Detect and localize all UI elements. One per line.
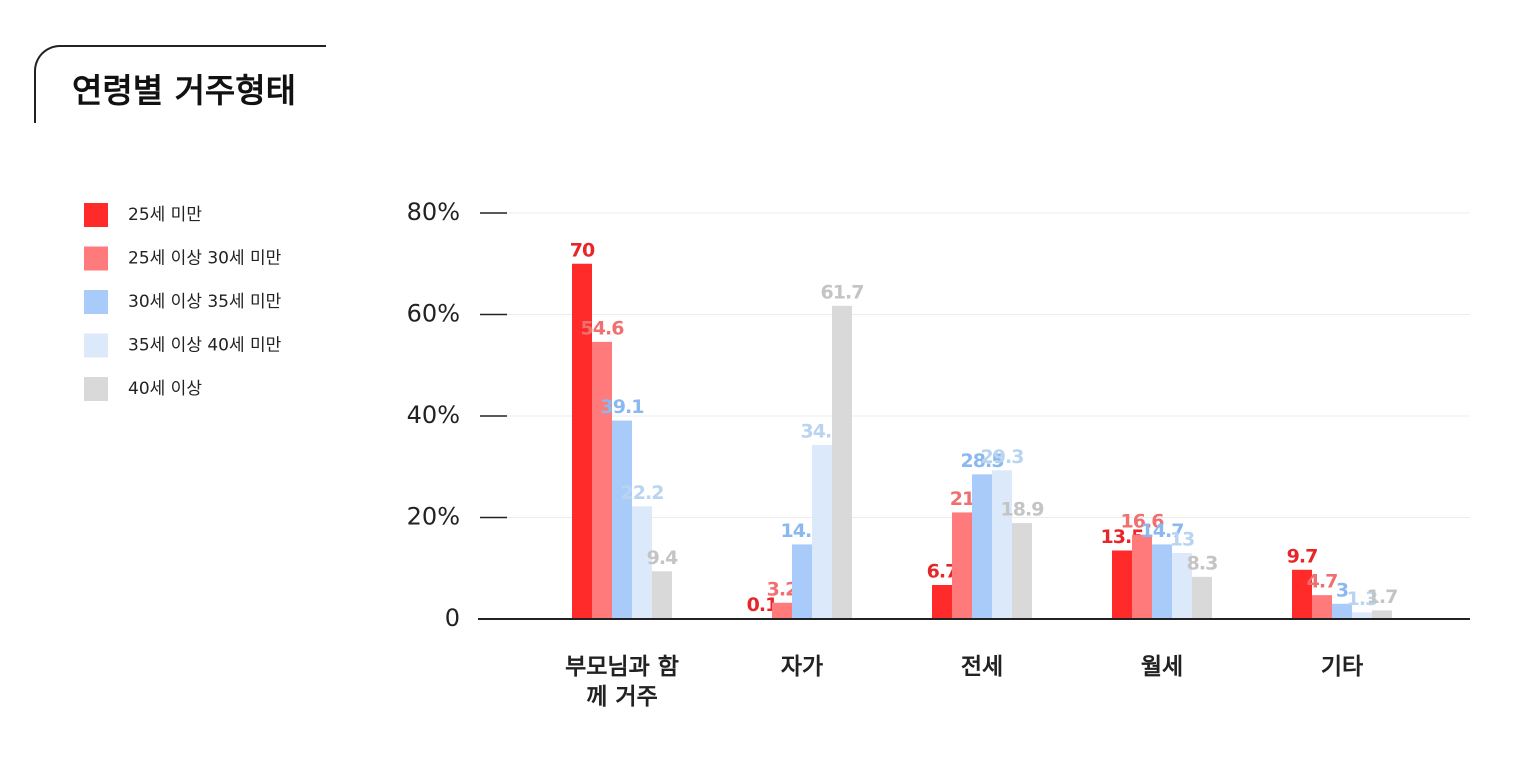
bar	[1192, 576, 1212, 619]
data-label: 4.7	[1307, 571, 1338, 593]
bar	[1312, 595, 1332, 619]
bar	[1172, 553, 1192, 619]
data-label: 39.1	[601, 396, 644, 418]
bar	[772, 602, 792, 619]
bar	[652, 571, 672, 619]
bar	[832, 305, 852, 619]
legend-swatch	[84, 290, 108, 314]
data-label: 70	[570, 239, 595, 261]
data-label: 14.7	[1141, 520, 1184, 542]
legend-label: 30세 이상 35세 미만	[128, 292, 282, 312]
bar	[1132, 534, 1152, 619]
legend-label: 40세 이상	[128, 379, 202, 399]
data-label: 22.2	[621, 482, 664, 504]
data-label: 54.6	[581, 317, 625, 339]
bar	[1012, 523, 1032, 619]
bar	[952, 512, 972, 619]
x-tick-label: 월세	[1140, 654, 1184, 680]
x-tick-label: 기타	[1320, 654, 1364, 680]
data-label: 9.4	[647, 547, 678, 569]
bar	[572, 263, 592, 619]
data-label: 61.7	[821, 281, 864, 303]
title-frame	[34, 45, 326, 123]
bar	[592, 341, 612, 619]
y-tick-label: 0	[445, 604, 460, 632]
data-label: 0.1	[747, 594, 778, 616]
legend-label: 35세 이상 40세 미만	[128, 336, 282, 356]
legend-swatch	[84, 203, 108, 227]
legend-swatch	[84, 333, 108, 358]
legend-swatch	[84, 377, 108, 401]
data-label: 28.5	[961, 450, 1004, 472]
data-label: 29.3	[981, 446, 1024, 468]
bar	[972, 474, 992, 619]
data-label: 1.7	[1367, 586, 1398, 608]
bar	[632, 506, 652, 619]
bar	[1112, 550, 1132, 619]
y-tick-label: 20%	[407, 503, 460, 531]
data-label: 3.2	[767, 578, 798, 600]
data-label: 9.7	[1287, 545, 1318, 567]
bar	[612, 420, 632, 619]
chart-title: 연령별 거주형태	[72, 71, 297, 110]
bar	[1152, 544, 1172, 619]
x-tick-label: 자가	[780, 654, 824, 680]
y-tick-label: 80%	[407, 198, 460, 226]
legend-swatch	[84, 246, 108, 271]
data-label: 18.9	[1001, 499, 1044, 521]
y-tick-label: 40%	[407, 401, 460, 429]
bar	[792, 544, 812, 619]
legend-label: 25세 미만	[128, 205, 202, 225]
bar	[1332, 603, 1352, 619]
bar	[1372, 610, 1392, 619]
bar	[812, 444, 832, 619]
data-label: 13	[1170, 529, 1194, 551]
x-tick-label: 부모님과 함께 거주	[565, 654, 679, 710]
data-label: 16.6	[1121, 510, 1165, 532]
bar	[1292, 569, 1312, 619]
x-tick-label: 전세	[960, 654, 1004, 680]
bar	[992, 470, 1012, 619]
bar	[1352, 612, 1372, 619]
bar	[932, 584, 952, 619]
data-label: 3	[1336, 579, 1348, 601]
y-tick-label: 60%	[407, 300, 460, 328]
legend-label: 25세 이상 30세 미만	[128, 249, 282, 269]
data-label: 8.3	[1187, 552, 1218, 574]
data-label: 21	[950, 488, 974, 510]
data-label: 1.3	[1347, 588, 1378, 610]
data-label: 6.7	[927, 560, 958, 582]
